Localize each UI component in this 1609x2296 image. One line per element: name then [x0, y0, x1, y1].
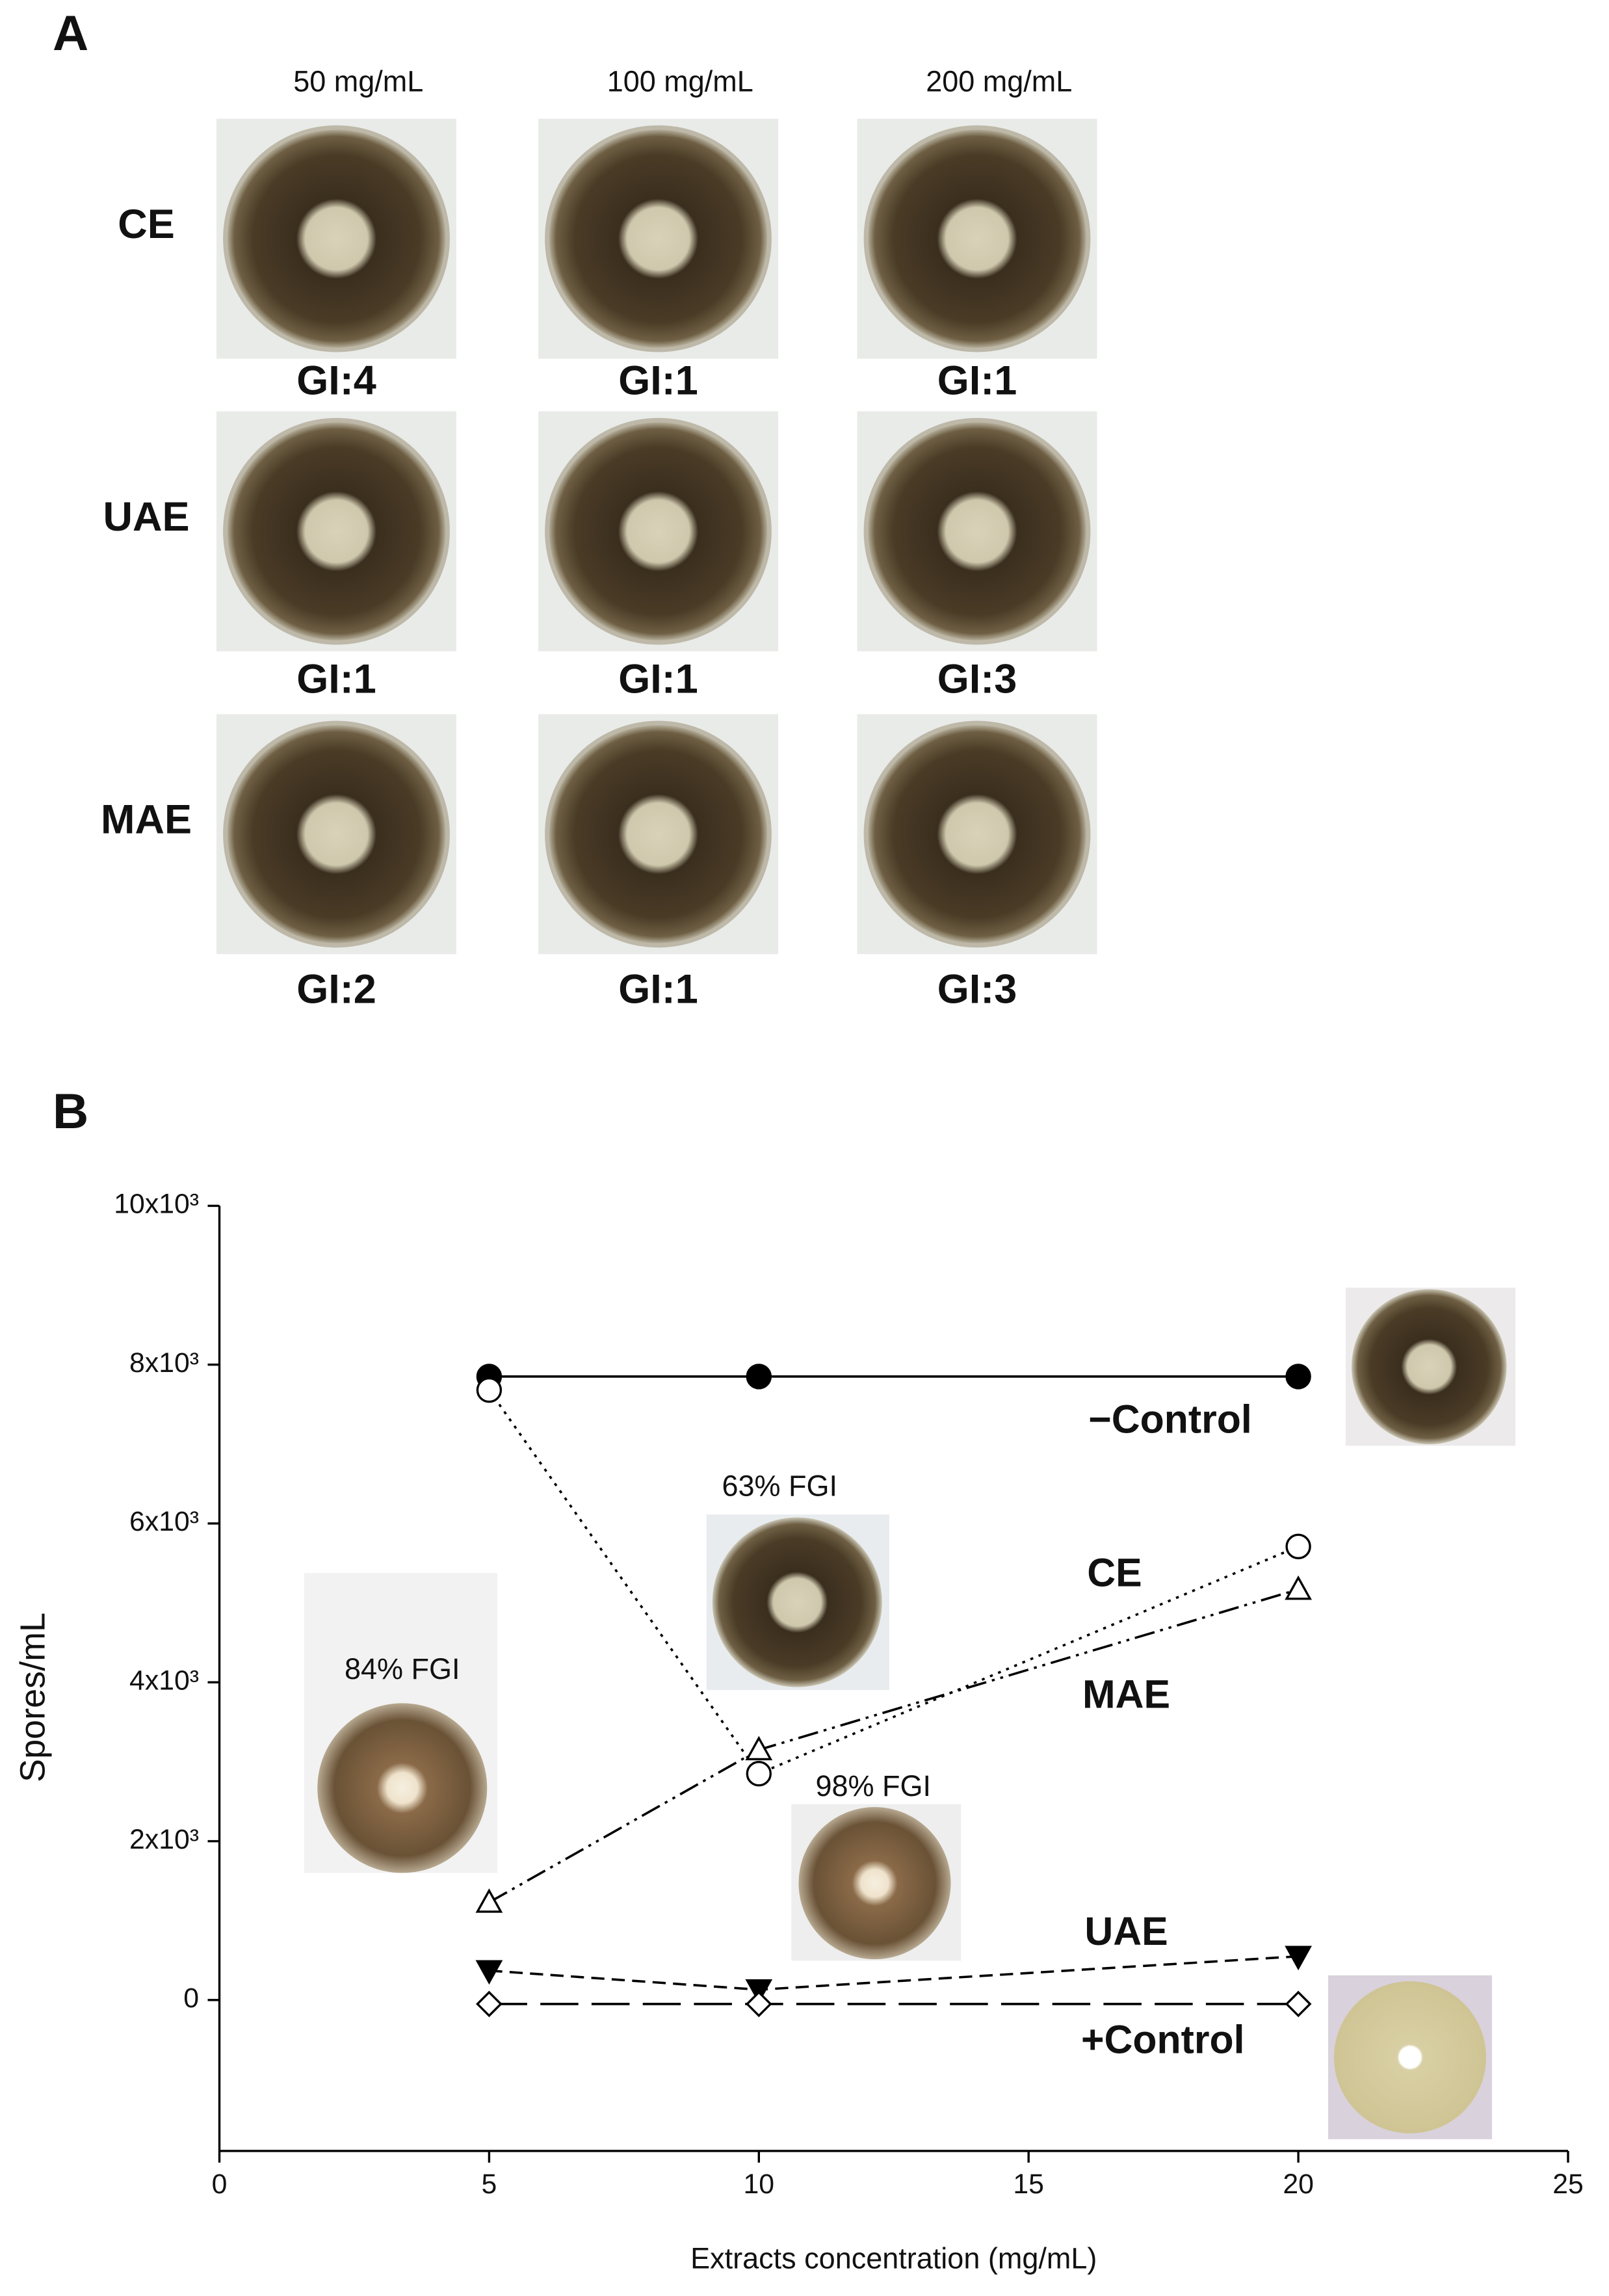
row-label: CE — [118, 202, 175, 247]
marker — [1285, 1946, 1312, 1971]
annotation: 84% FGI — [345, 1652, 460, 1685]
plate — [545, 417, 772, 645]
growth-index: GI:3 — [937, 657, 1017, 702]
series-line — [489, 1955, 1299, 1991]
marker — [746, 1364, 772, 1390]
marker — [475, 1960, 503, 1985]
plate — [863, 125, 1091, 352]
marker — [746, 1761, 772, 1787]
marker — [1285, 1364, 1311, 1390]
series-label: +Control — [1081, 2017, 1244, 2061]
y-tick-label: 2x10³ — [129, 1824, 199, 1855]
column-header: 50 mg/mL — [293, 65, 423, 98]
annotation: 63% FGI — [722, 1470, 837, 1503]
x-tick-label: 20 — [1283, 2169, 1314, 2200]
row-label: MAE — [101, 797, 192, 843]
series-label: CE — [1087, 1551, 1142, 1595]
marker — [476, 1990, 503, 2018]
growth-index: GI:2 — [296, 967, 376, 1012]
series-label: MAE — [1082, 1672, 1170, 1716]
annotation: 98% FGI — [815, 1769, 931, 1802]
y-tick-label: 6x10³ — [129, 1506, 199, 1537]
marker — [745, 1990, 772, 2018]
column-header: 100 mg/mL — [607, 65, 753, 98]
growth-index: GI:1 — [618, 657, 698, 702]
y-tick-label: 8x10³ — [129, 1347, 199, 1379]
growth-index: GI:3 — [937, 967, 1017, 1012]
growth-index: GI:1 — [618, 358, 698, 404]
marker — [745, 1735, 773, 1761]
growth-index: GI:1 — [296, 657, 376, 702]
growth-index: GI:1 — [618, 967, 698, 1012]
inset-photos — [304, 1287, 1515, 2139]
x-tick-label: 5 — [482, 2169, 497, 2200]
panel-label: A — [53, 6, 88, 61]
y-tick-label: 10x10³ — [114, 1189, 199, 1220]
growth-index: GI:1 — [937, 358, 1017, 404]
row-label: UAE — [103, 494, 189, 540]
marker — [475, 1888, 503, 1913]
plate — [545, 125, 772, 352]
growth-index: GI:4 — [296, 358, 376, 404]
series-label: UAE — [1084, 1909, 1168, 1953]
column-header: 200 mg/mL — [926, 65, 1072, 98]
series-label: −Control — [1088, 1397, 1251, 1441]
series-line — [488, 1389, 1299, 1775]
y-tick-label: 0 — [183, 1983, 199, 2014]
plate — [223, 125, 450, 352]
x-tick-label: 25 — [1552, 2169, 1584, 2200]
plate — [545, 720, 772, 948]
plate — [863, 417, 1091, 645]
x-tick-label: 15 — [1013, 2169, 1044, 2200]
y-axis-title: Spores/mL — [13, 1613, 52, 1782]
marker — [1285, 1533, 1311, 1560]
x-tick-label: 0 — [212, 2169, 228, 2200]
panel-label: B — [53, 1084, 88, 1139]
y-tick-label: 4x10³ — [129, 1665, 199, 1696]
plate — [223, 720, 450, 948]
plate — [863, 720, 1091, 948]
plate — [223, 417, 450, 645]
marker — [1285, 1990, 1312, 2018]
x-axis-title: Extracts concentration (mg/mL) — [690, 2242, 1097, 2275]
marker — [476, 1377, 503, 1403]
marker — [1285, 1575, 1312, 1600]
x-tick-label: 10 — [744, 2169, 775, 2200]
